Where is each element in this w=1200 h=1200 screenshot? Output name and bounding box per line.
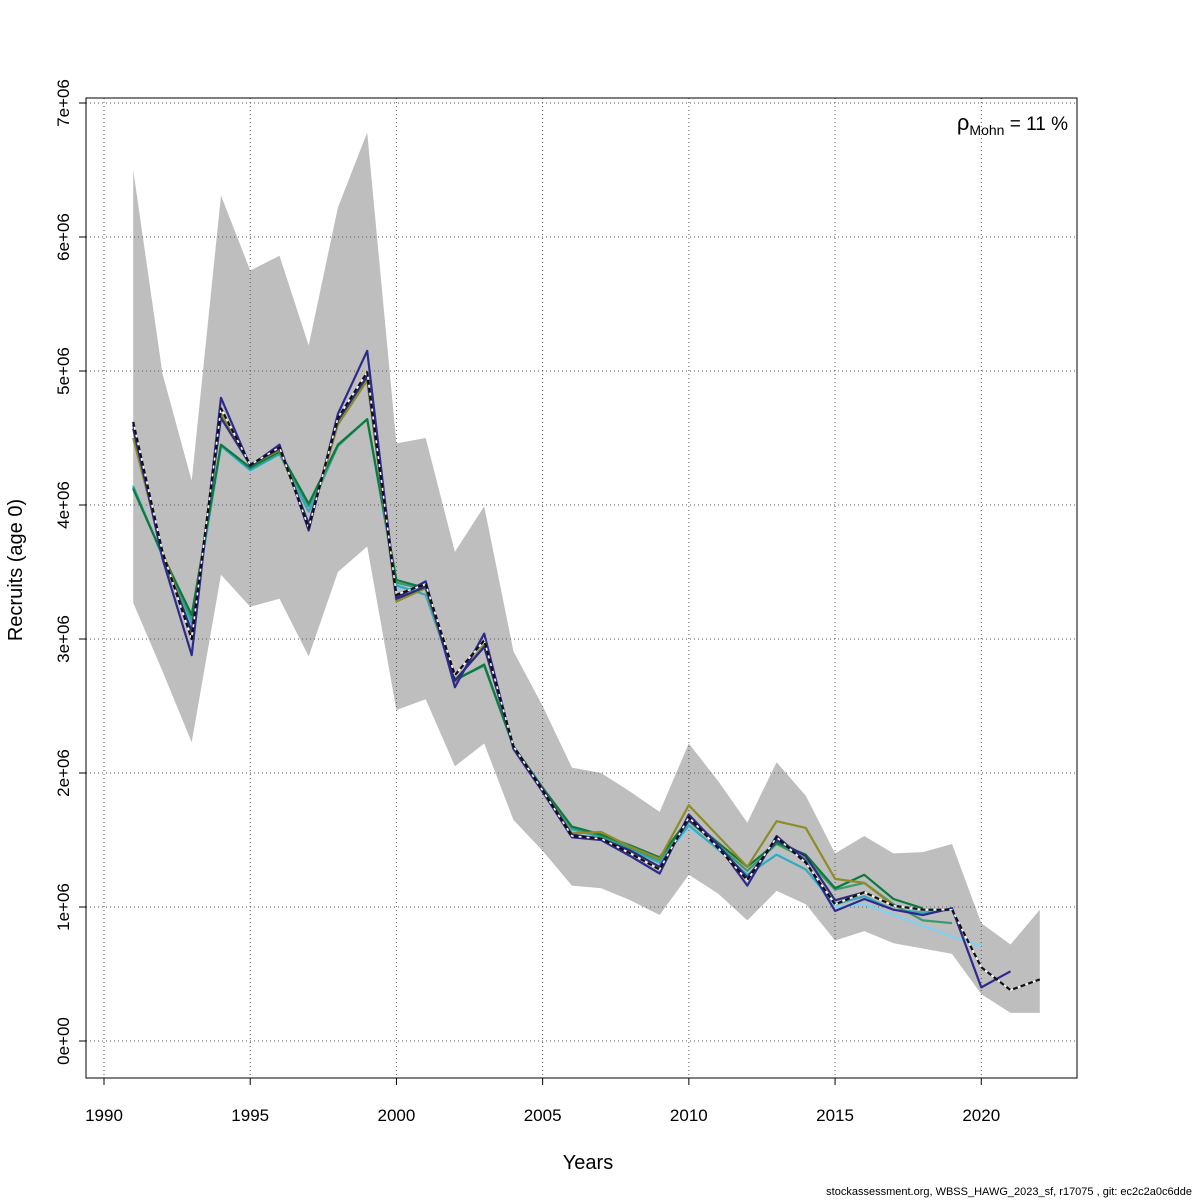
y-tick-label: 0e+00: [54, 1017, 73, 1065]
y-axis-title: Recruits (age 0): [5, 499, 27, 641]
y-tick-label: 4e+06: [54, 481, 73, 529]
y-tick-label: 1e+06: [54, 883, 73, 931]
x-axis: 1990 1995 2000 2005 2010 2015 2020: [85, 1077, 1000, 1125]
rho-value: = 11 %: [1004, 114, 1068, 135]
series-layer: [132, 349, 1041, 992]
rho-subscript: Mohn: [969, 122, 1004, 138]
y-tick-label: 6e+06: [54, 213, 73, 261]
series-line-6: [132, 349, 1012, 989]
x-tick-label: 1995: [231, 1106, 269, 1125]
y-tick-label: 5e+06: [54, 347, 73, 395]
x-axis-title: Years: [563, 1152, 613, 1174]
x-tick-label: 2010: [670, 1106, 708, 1125]
mohn-rho-annotation: ρMohn = 11 %: [957, 110, 1068, 138]
rho-symbol: ρ: [957, 110, 970, 135]
confidence-band-layer: [133, 132, 1040, 1013]
x-tick-label: 2005: [524, 1106, 562, 1125]
y-axis: 0e+00 1e+06 2e+06 3e+06 4e+06 5e+06 6e+06 7e+06: [54, 79, 87, 1065]
grid-layer: [86, 98, 1077, 1078]
x-tick-label: 2015: [816, 1106, 854, 1125]
footer-credit: stockassessment.org, WBSS_HAWG_2023_sf, …: [826, 1186, 1192, 1198]
x-tick-label: 2000: [378, 1106, 416, 1125]
x-tick-label: 2020: [962, 1106, 1000, 1125]
series-line-7: [132, 371, 1041, 992]
confidence-band: [133, 132, 1040, 1013]
y-tick-label: 3e+06: [54, 615, 73, 663]
y-tick-label: 2e+06: [54, 749, 73, 797]
y-tick-label: 7e+06: [54, 79, 73, 127]
x-tick-label: 1990: [85, 1106, 123, 1125]
